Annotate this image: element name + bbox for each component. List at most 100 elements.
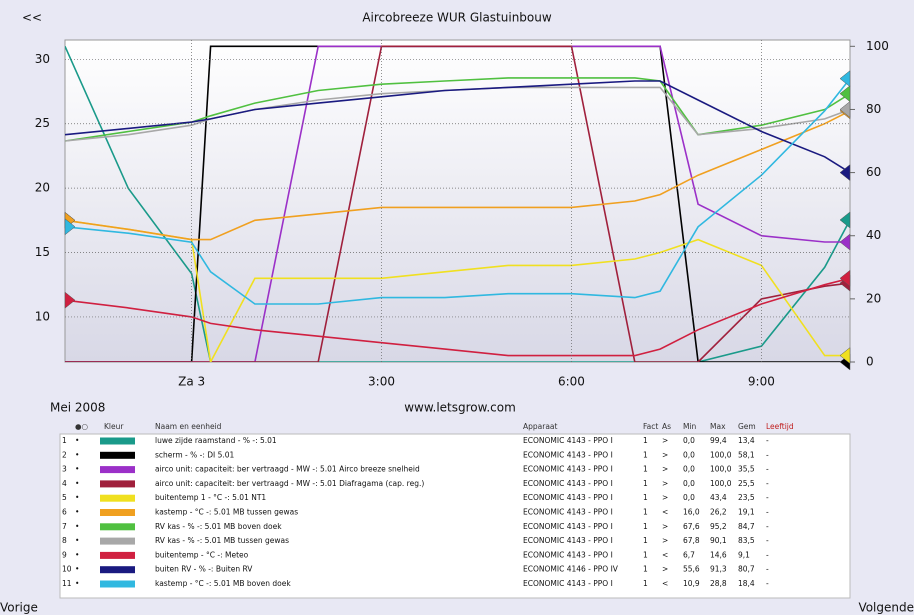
table-cell: > bbox=[662, 536, 668, 545]
end-marker bbox=[839, 85, 851, 103]
table-cell: > bbox=[662, 436, 668, 445]
table-cell: 1 bbox=[643, 436, 648, 445]
table-cell: 25,5 bbox=[738, 479, 755, 488]
color-swatch bbox=[100, 494, 135, 502]
y-tick-label: 25 bbox=[35, 116, 50, 130]
start-marker bbox=[64, 291, 76, 309]
table-cell: 1 bbox=[643, 536, 648, 545]
table-cell: 10 bbox=[62, 565, 72, 574]
table-cell: • bbox=[75, 450, 79, 459]
series-name: airco unit: capaciteit: ber vertraagd - … bbox=[155, 465, 420, 474]
prev-button[interactable]: Vorige bbox=[0, 601, 38, 615]
y-tick-label: 30 bbox=[35, 52, 50, 66]
table-cell: 0,0 bbox=[683, 479, 695, 488]
y2-tick-label: 80 bbox=[866, 102, 881, 116]
series-line bbox=[65, 219, 850, 362]
column-header: As bbox=[662, 422, 671, 431]
table-cell: • bbox=[75, 550, 79, 559]
color-swatch bbox=[100, 480, 135, 488]
table-cell: 0,0 bbox=[683, 493, 695, 502]
series-name: kastemp - °C -: 5.01 MB boven doek bbox=[155, 579, 291, 588]
plot-area bbox=[64, 39, 851, 363]
table-cell: < bbox=[662, 579, 668, 588]
series-line bbox=[65, 277, 850, 357]
table-cell: - bbox=[766, 579, 769, 588]
table-cell: 80,7 bbox=[738, 565, 755, 574]
next-button[interactable]: Volgende bbox=[858, 601, 914, 615]
site-link[interactable]: www.letsgrow.com bbox=[404, 401, 516, 415]
table-cell: > bbox=[662, 479, 668, 488]
table-cell: • bbox=[75, 479, 79, 488]
table-cell: 67,8 bbox=[683, 536, 700, 545]
table-cell: < bbox=[662, 508, 668, 517]
table-cell: > bbox=[662, 493, 668, 502]
table-cell: 1 bbox=[643, 565, 648, 574]
table-cell: • bbox=[75, 436, 79, 445]
color-swatch bbox=[100, 566, 135, 574]
column-header: Apparaat bbox=[523, 422, 558, 431]
table-cell: - bbox=[766, 565, 769, 574]
table-cell: 43,4 bbox=[710, 493, 727, 502]
color-swatch bbox=[100, 451, 135, 459]
table-cell: 6 bbox=[62, 508, 67, 517]
table-cell: • bbox=[75, 465, 79, 474]
table-cell: ECONOMIC 4143 - PPO I bbox=[523, 579, 613, 588]
end-marker bbox=[839, 100, 851, 118]
column-header: Fact bbox=[643, 422, 658, 431]
table-cell: 84,7 bbox=[738, 522, 755, 531]
table-cell: 3 bbox=[62, 465, 67, 474]
table-cell: 8 bbox=[62, 536, 67, 545]
end-marker bbox=[839, 347, 851, 365]
table-cell: < bbox=[662, 550, 668, 559]
table-cell: • bbox=[75, 565, 79, 574]
table-cell: 13,4 bbox=[738, 436, 755, 445]
series-name: kastemp - °C -: 5.01 MB tussen gewas bbox=[155, 508, 298, 517]
y-tick-label: 15 bbox=[35, 245, 50, 259]
table-cell: 1 bbox=[643, 550, 648, 559]
x-tick-label: Za 3 bbox=[178, 375, 205, 389]
table-cell: 28,8 bbox=[710, 579, 727, 588]
column-header: Min bbox=[683, 422, 697, 431]
table-cell: 95,2 bbox=[710, 522, 727, 531]
table-cell: • bbox=[75, 508, 79, 517]
color-swatch bbox=[100, 580, 135, 588]
y-tick-label: 10 bbox=[35, 309, 50, 323]
table-cell: ECONOMIC 4143 - PPO I bbox=[523, 450, 613, 459]
table-cell: 100,0 bbox=[710, 450, 732, 459]
table-cell: - bbox=[766, 522, 769, 531]
table-cell: • bbox=[75, 522, 79, 531]
table-cell: • bbox=[75, 536, 79, 545]
series-line bbox=[65, 80, 850, 174]
end-marker bbox=[839, 269, 851, 287]
table-cell: 23,5 bbox=[738, 493, 755, 502]
table-cell: 1 bbox=[643, 522, 648, 531]
table-cell: ECONOMIC 4143 - PPO I bbox=[523, 522, 613, 531]
table-cell: 100,0 bbox=[710, 479, 732, 488]
color-swatch bbox=[100, 466, 135, 474]
table-cell: 11 bbox=[62, 579, 72, 588]
table-cell: > bbox=[662, 565, 668, 574]
back-button[interactable]: << bbox=[22, 11, 42, 25]
y2-tick-label: 40 bbox=[866, 228, 881, 242]
table-cell: 35,5 bbox=[738, 465, 755, 474]
series-name: airco unit: capaciteit: ber vertraagd - … bbox=[155, 479, 424, 488]
y2-tick-label: 100 bbox=[866, 39, 889, 53]
table-cell: 2 bbox=[62, 450, 67, 459]
table-cell: ECONOMIC 4143 - PPO I bbox=[523, 493, 613, 502]
color-swatch bbox=[100, 437, 135, 445]
start-marker bbox=[64, 218, 76, 236]
table-cell: • bbox=[75, 493, 79, 502]
legend-table bbox=[59, 433, 851, 599]
table-cell: ECONOMIC 4146 - PPO IV bbox=[523, 565, 619, 574]
table-cell: ECONOMIC 4143 - PPO I bbox=[523, 479, 613, 488]
color-swatch bbox=[100, 537, 135, 545]
table-cell: 26,2 bbox=[710, 508, 727, 517]
column-header: Kleur bbox=[104, 422, 124, 431]
table-cell: 58,1 bbox=[738, 450, 755, 459]
series-line bbox=[65, 110, 850, 241]
table-cell: ECONOMIC 4143 - PPO I bbox=[523, 465, 613, 474]
table-cell: 91,3 bbox=[710, 565, 727, 574]
table-cell: > bbox=[662, 465, 668, 474]
column-header: ●○ bbox=[75, 422, 88, 431]
